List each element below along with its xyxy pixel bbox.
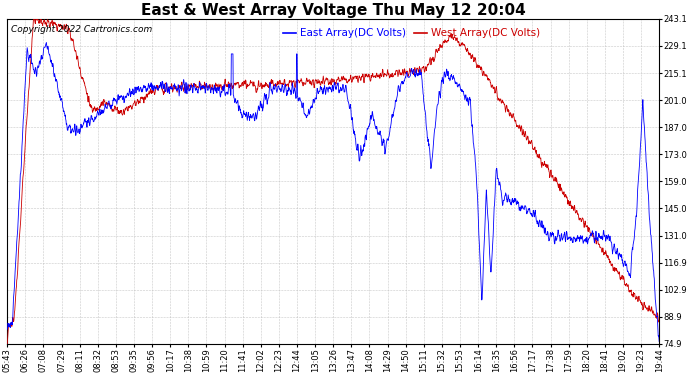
Title: East & West Array Voltage Thu May 12 20:04: East & West Array Voltage Thu May 12 20:…	[141, 3, 526, 18]
Text: Copyright 2022 Cartronics.com: Copyright 2022 Cartronics.com	[10, 26, 152, 34]
Legend: East Array(DC Volts), West Array(DC Volts): East Array(DC Volts), West Array(DC Volt…	[279, 24, 544, 42]
